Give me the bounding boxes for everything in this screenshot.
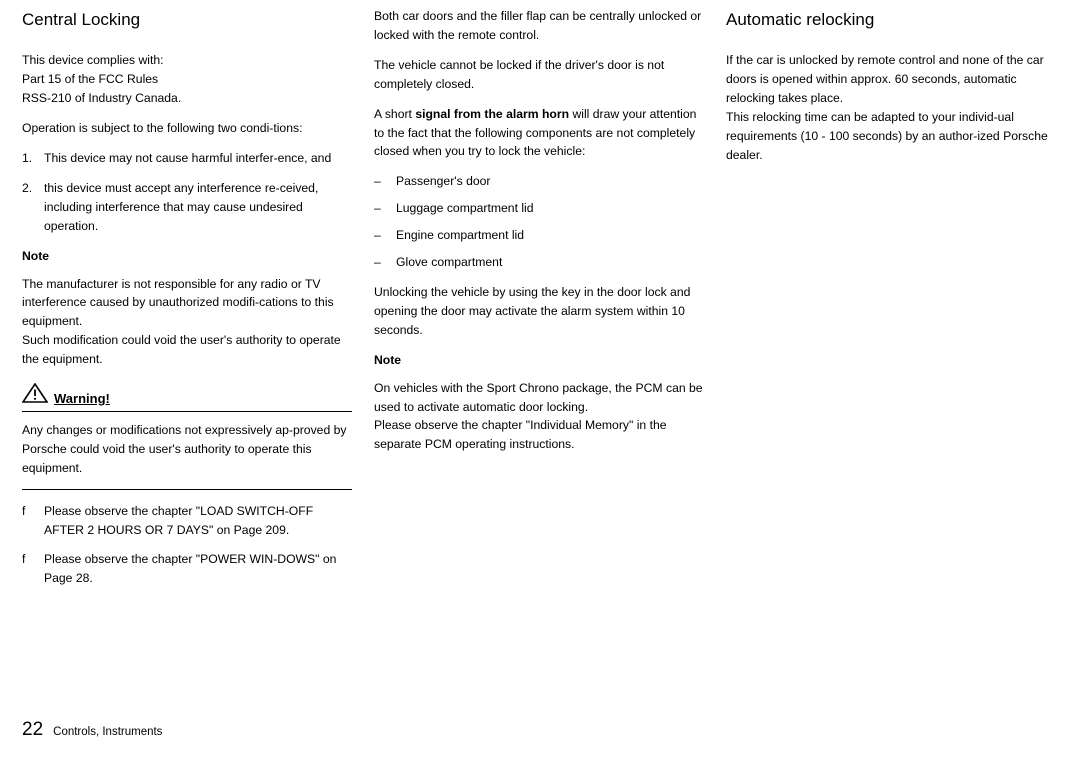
para: A short signal from the alarm horn will … [374, 105, 704, 162]
components-list: –Passenger's door –Luggage compartment l… [374, 172, 704, 272]
warning-body: Any changes or modifications not express… [22, 421, 352, 478]
column-1: Central Locking This device complies wit… [22, 7, 352, 599]
list-item: –Luggage compartment lid [374, 199, 704, 218]
list-item: –Passenger's door [374, 172, 704, 191]
warning-block: Warning! Any changes or modifications no… [22, 383, 352, 490]
note-heading: Note [374, 351, 704, 370]
fcc-line: Part 15 of the FCC Rules [22, 72, 158, 86]
reference-item: f Please observe the chapter "POWER WIN-… [22, 550, 352, 588]
reference-marker: f [22, 502, 44, 540]
text-pre: A short [374, 107, 415, 121]
item-text: Glove compartment [396, 253, 502, 272]
note-heading: Note [22, 247, 352, 266]
complies-line: This device complies with: [22, 53, 164, 67]
compliance-block: This device complies with: Part 15 of th… [22, 51, 352, 108]
warning-header: Warning! [22, 383, 352, 412]
list-item: –Glove compartment [374, 253, 704, 272]
condition-item: 2. this device must accept any interfere… [22, 179, 352, 236]
footer-text: Controls, Instruments [53, 726, 162, 738]
rss-line: RSS-210 of Industry Canada. [22, 91, 181, 105]
warning-label: Warning! [54, 389, 110, 409]
item-text: this device must accept any interference… [44, 179, 352, 236]
para: Both car doors and the filler flap can b… [374, 7, 704, 45]
para: The vehicle cannot be locked if the driv… [374, 56, 704, 94]
item-number: 1. [22, 149, 44, 168]
reference-item: f Please observe the chapter "LOAD SWITC… [22, 502, 352, 540]
item-text: Luggage compartment lid [396, 199, 534, 218]
reference-list: f Please observe the chapter "LOAD SWITC… [22, 502, 352, 589]
note-body: The manufacturer is not responsible for … [22, 275, 352, 370]
dash-marker: – [374, 253, 396, 272]
item-number: 2. [22, 179, 44, 236]
para: If the car is unlocked by remote control… [726, 51, 1056, 164]
warning-triangle-icon [22, 383, 48, 409]
reference-marker: f [22, 550, 44, 588]
list-item: –Engine compartment lid [374, 226, 704, 245]
warning-footer-rule [22, 489, 352, 490]
condition-item: 1. This device may not cause harmful int… [22, 149, 352, 168]
reference-text: Please observe the chapter "LOAD SWITCH-… [44, 502, 352, 540]
dash-marker: – [374, 199, 396, 218]
column-3: Automatic relocking If the car is unlock… [726, 7, 1056, 599]
reference-text: Please observe the chapter "POWER WIN-DO… [44, 550, 352, 588]
item-text: Engine compartment lid [396, 226, 524, 245]
item-text: Passenger's door [396, 172, 490, 191]
text-bold: signal from the alarm horn [415, 107, 569, 121]
dash-marker: – [374, 172, 396, 191]
page-number: 22 [22, 719, 43, 741]
dash-marker: – [374, 226, 396, 245]
note-body: On vehicles with the Sport Chrono packag… [374, 379, 704, 455]
column-2: Both car doors and the filler flap can b… [374, 7, 704, 599]
page-footer: 22 Controls, Instruments [22, 719, 162, 741]
item-text: This device may not cause harmful interf… [44, 149, 331, 168]
conditions-list: 1. This device may not cause harmful int… [22, 149, 352, 236]
para: Unlocking the vehicle by using the key i… [374, 283, 704, 340]
operation-para: Operation is subject to the following tw… [22, 119, 352, 138]
section-title: Automatic relocking [726, 7, 1056, 33]
section-title: Central Locking [22, 7, 352, 33]
